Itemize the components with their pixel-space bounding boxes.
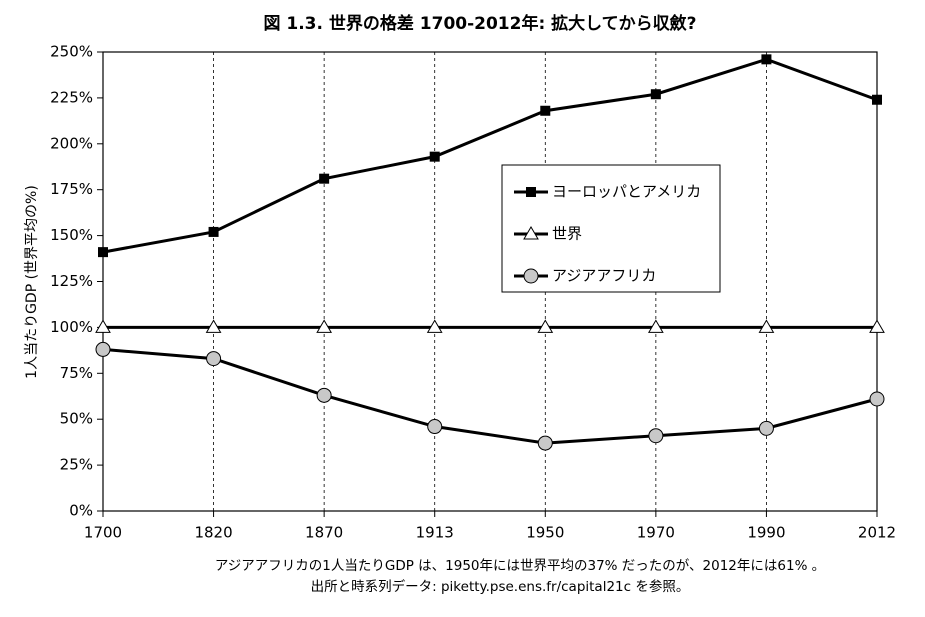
data-point [427, 419, 443, 435]
legend-box [501, 164, 721, 293]
data-point [761, 54, 772, 65]
legend-label: ヨーロッパとアメリカ [552, 183, 701, 201]
legend-marker [523, 268, 539, 284]
data-point [205, 319, 222, 333]
data-point [98, 247, 108, 258]
y-tick-label: 250% [50, 43, 93, 61]
data-point [426, 319, 443, 333]
chart-title: 図 1.3. 世界の格差 1700-2012年: 拡大してから収斂? [263, 13, 696, 34]
data-point [647, 319, 664, 333]
data-point [650, 89, 661, 100]
x-tick-label: 1990 [747, 524, 785, 542]
y-tick-label: 200% [50, 134, 93, 152]
data-point [648, 428, 664, 444]
data-point [316, 319, 333, 333]
y-axis-label: 1人当たりGDP (世界平均の%) [24, 185, 40, 379]
data-point [758, 420, 774, 436]
note: アジアアフリカの1人当たりGDP は、1950年には世界平均の37% だったのが… [215, 558, 825, 574]
data-point [429, 151, 440, 162]
series-line [102, 347, 878, 445]
data-point [869, 391, 885, 407]
y-tick-label: 150% [50, 226, 93, 244]
y-tick-label: 0% [69, 502, 93, 520]
x-tick-label: 1950 [526, 524, 564, 542]
y-tick-label: 100% [50, 318, 93, 336]
data-point [872, 94, 882, 105]
data-point [540, 105, 551, 116]
x-tick-label: 1913 [416, 524, 454, 542]
x-tick-label: 1970 [637, 524, 675, 542]
data-point [869, 319, 885, 333]
data-point [319, 173, 330, 184]
data-point [758, 319, 775, 333]
data-point [95, 319, 111, 333]
x-tick-label: 1870 [305, 524, 343, 542]
y-tick-label: 175% [50, 180, 93, 198]
x-tick-label: 2012 [858, 524, 896, 542]
data-point [206, 351, 222, 367]
x-tick-label: 1700 [84, 524, 122, 542]
y-tick-label: 125% [50, 272, 93, 290]
data-point [316, 387, 332, 403]
x-tick-label: 1820 [194, 524, 232, 542]
plot-frame [102, 51, 878, 512]
y-tick-label: 75% [60, 364, 93, 382]
y-tick-label: 50% [60, 410, 93, 428]
legend-label: アジアアフリカ [552, 267, 656, 285]
note: 出所と時系列データ: piketty.pse.ens.fr/capital21c… [311, 578, 690, 595]
y-tick-label: 225% [50, 88, 93, 106]
legend-marker [526, 187, 536, 197]
y-tick-label: 25% [60, 456, 93, 474]
data-point [95, 341, 111, 357]
legend-marker [523, 226, 539, 240]
data-point [537, 319, 554, 333]
data-point [537, 435, 553, 451]
legend-label: 世界 [552, 225, 582, 243]
series-line [102, 57, 878, 254]
data-point [208, 226, 219, 237]
